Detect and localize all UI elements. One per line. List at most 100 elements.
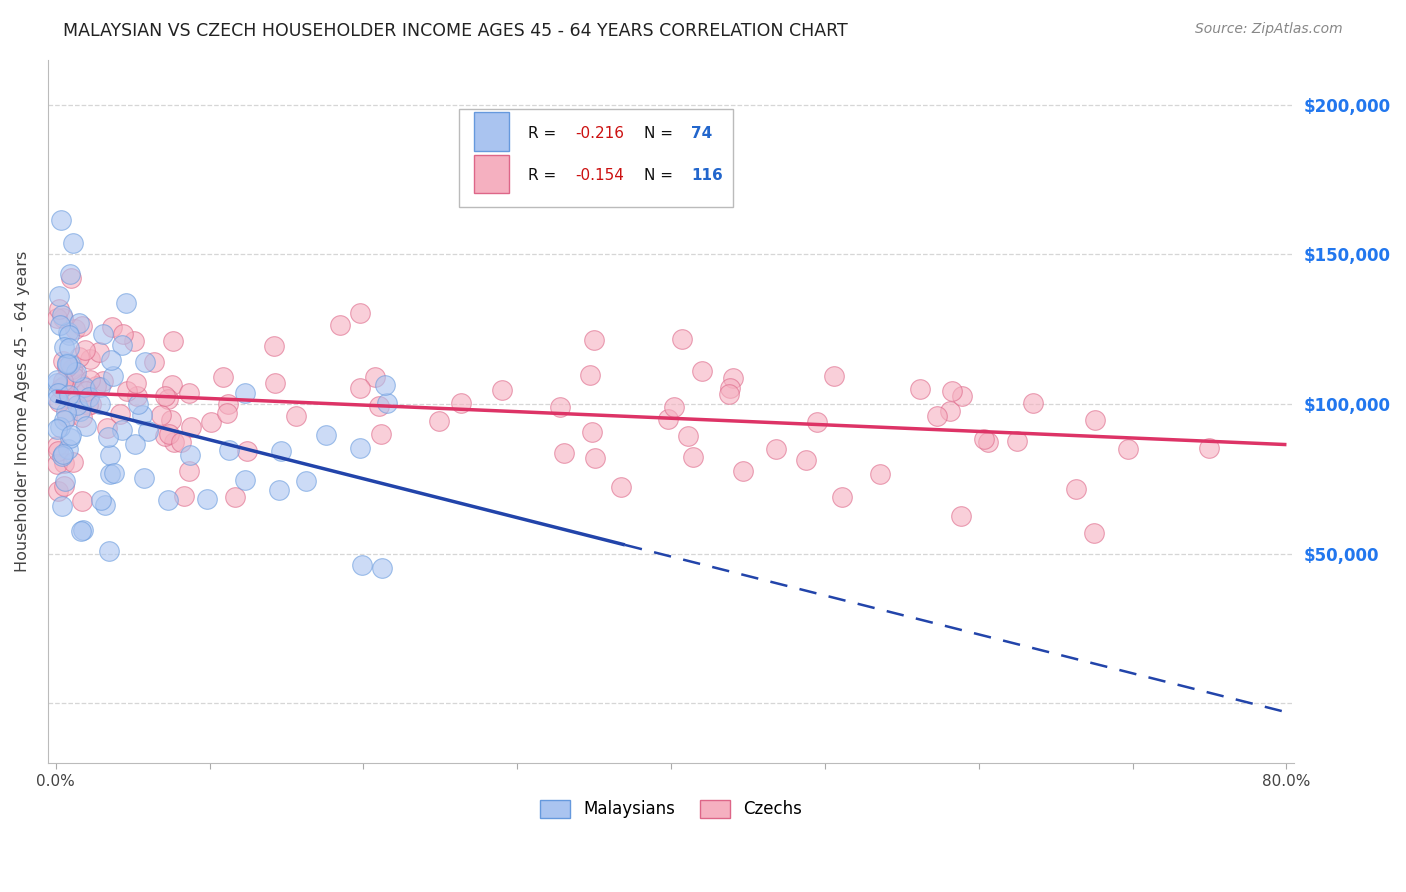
Point bbox=[46, 376, 69, 391]
Point bbox=[132, 471, 155, 485]
Point bbox=[98, 448, 121, 462]
Y-axis label: Householder Income Ages 45 - 64 years: Householder Income Ages 45 - 64 years bbox=[15, 251, 30, 572]
Point bbox=[58, 325, 80, 339]
Point bbox=[53, 379, 76, 393]
Point bbox=[122, 334, 145, 348]
Point bbox=[1084, 413, 1107, 427]
Point bbox=[136, 424, 159, 438]
Point bbox=[77, 398, 100, 412]
Point bbox=[235, 444, 257, 458]
Point bbox=[90, 493, 112, 508]
Point bbox=[371, 561, 394, 575]
Point bbox=[349, 305, 371, 319]
Point bbox=[46, 444, 69, 458]
Point bbox=[217, 397, 239, 411]
Point bbox=[117, 384, 139, 399]
Point bbox=[170, 434, 193, 449]
Point bbox=[112, 326, 135, 341]
Point bbox=[160, 413, 183, 427]
Point bbox=[101, 369, 124, 384]
Point bbox=[98, 467, 121, 481]
Point bbox=[58, 392, 80, 406]
Point bbox=[63, 321, 86, 335]
Point bbox=[976, 435, 998, 450]
Point bbox=[97, 543, 120, 558]
Point bbox=[79, 390, 101, 404]
Point bbox=[1083, 525, 1105, 540]
Point bbox=[91, 326, 114, 341]
Point bbox=[806, 416, 828, 430]
Point bbox=[831, 490, 853, 504]
Point bbox=[718, 381, 741, 395]
Point bbox=[1022, 396, 1045, 410]
Point bbox=[111, 338, 134, 352]
Point bbox=[115, 296, 138, 310]
Point bbox=[1064, 482, 1087, 496]
Point bbox=[295, 475, 318, 489]
Point bbox=[224, 490, 246, 504]
Point bbox=[52, 479, 75, 493]
Point bbox=[62, 235, 84, 250]
Point bbox=[491, 384, 513, 398]
Point bbox=[690, 364, 713, 378]
Point bbox=[49, 213, 72, 227]
Point bbox=[733, 464, 755, 478]
Point bbox=[46, 310, 69, 325]
Point bbox=[56, 409, 79, 424]
Point bbox=[375, 395, 398, 409]
Point bbox=[52, 447, 75, 461]
Point bbox=[124, 376, 146, 390]
Point bbox=[941, 384, 963, 398]
Point bbox=[55, 405, 77, 419]
Point bbox=[53, 456, 76, 470]
Point bbox=[51, 499, 73, 513]
Point bbox=[263, 376, 285, 390]
Point bbox=[65, 365, 87, 379]
Point bbox=[59, 431, 82, 445]
Point bbox=[48, 395, 70, 409]
Point bbox=[79, 373, 101, 387]
Point bbox=[127, 389, 149, 403]
Point bbox=[62, 455, 84, 469]
Point bbox=[212, 369, 235, 384]
Point bbox=[59, 271, 82, 285]
Point bbox=[48, 385, 70, 400]
Point bbox=[270, 443, 292, 458]
Point bbox=[53, 474, 76, 488]
Point bbox=[69, 316, 91, 330]
Point bbox=[350, 558, 373, 573]
Point bbox=[60, 362, 83, 376]
FancyBboxPatch shape bbox=[474, 112, 509, 151]
Point bbox=[950, 389, 973, 403]
Text: R =: R = bbox=[527, 126, 561, 141]
Point bbox=[75, 418, 97, 433]
Point bbox=[48, 302, 70, 317]
Point bbox=[127, 397, 149, 411]
Point bbox=[72, 524, 94, 538]
Point bbox=[134, 354, 156, 368]
Point bbox=[46, 439, 69, 453]
Text: -0.154: -0.154 bbox=[575, 169, 624, 183]
Point bbox=[427, 414, 450, 428]
FancyBboxPatch shape bbox=[460, 109, 734, 207]
Point bbox=[156, 492, 179, 507]
Point bbox=[349, 442, 371, 456]
Point bbox=[765, 442, 787, 456]
Point bbox=[329, 318, 352, 333]
Point bbox=[79, 351, 101, 366]
Point bbox=[91, 374, 114, 388]
Point bbox=[939, 404, 962, 418]
Point bbox=[450, 396, 472, 410]
Point bbox=[671, 332, 693, 346]
Point bbox=[70, 524, 93, 538]
Point bbox=[60, 427, 83, 442]
Point bbox=[55, 359, 77, 374]
Point bbox=[150, 409, 173, 423]
Text: -0.216: -0.216 bbox=[575, 126, 624, 141]
Legend: Malaysians, Czechs: Malaysians, Czechs bbox=[533, 793, 808, 825]
Point bbox=[794, 452, 817, 467]
Point bbox=[46, 458, 69, 472]
Point bbox=[56, 355, 79, 369]
Point bbox=[349, 381, 371, 395]
Point bbox=[70, 493, 93, 508]
